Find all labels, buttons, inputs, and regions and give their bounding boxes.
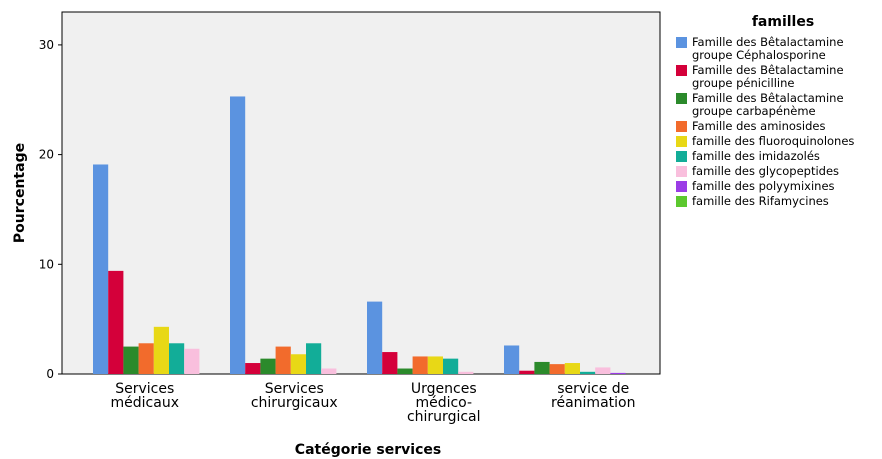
- x-tick-label: service de réanimation: [551, 381, 635, 411]
- x-tick-label-line: médicaux: [111, 395, 179, 411]
- y-tick-label: 20: [39, 148, 54, 162]
- x-tick-label-line: Urgences: [411, 381, 477, 397]
- legend-item: Famille des Bêtalactamine groupe Céphalos…: [676, 36, 880, 62]
- x-tick-label-line: chirurgicaux: [251, 395, 338, 411]
- bar: [367, 301, 383, 374]
- bar: [108, 270, 124, 374]
- bar: [443, 358, 459, 374]
- bar: [610, 372, 626, 374]
- legend-item: famille des glycopeptides: [676, 165, 880, 178]
- legend-label: Famille des aminosides: [692, 119, 826, 133]
- bar: [595, 367, 611, 374]
- y-axis-title: Pourcentage: [12, 143, 28, 243]
- bar: [458, 371, 474, 374]
- x-tick-label-line: Services: [115, 381, 174, 397]
- bar: [138, 343, 154, 374]
- x-tick-label: Services médicaux: [111, 381, 179, 411]
- legend-swatch: [676, 121, 687, 132]
- bar: [321, 368, 337, 374]
- legend: familles Famille des Bêtalactamine groupe…: [676, 14, 880, 210]
- legend-label: famille des imidazolés: [692, 149, 820, 163]
- legend-swatch: [676, 136, 687, 147]
- bar: [290, 354, 306, 374]
- x-tick-label-line: service de: [557, 381, 629, 397]
- x-tick-label-line: médico-: [415, 395, 472, 411]
- y-tick-label: 0: [46, 367, 54, 381]
- x-tick-label-line: chirurgical: [407, 409, 481, 425]
- legend-label: famille des Rifamycines: [692, 194, 829, 208]
- bar: [245, 363, 261, 374]
- legend-swatch: [676, 181, 687, 192]
- x-tick-label: Services chirurgicaux: [251, 381, 338, 411]
- bar: [427, 356, 443, 374]
- bar: [169, 343, 185, 374]
- bar: [397, 368, 413, 374]
- legend-label: Famille des Bêtalactamine groupe Céphalos…: [692, 35, 844, 62]
- bar: [260, 358, 276, 374]
- legend-label: Famille des Bêtalactamine groupe carbapén…: [692, 91, 844, 118]
- x-axis-title: Catégorie services: [295, 442, 441, 458]
- legend-swatch: [676, 196, 687, 207]
- bar: [275, 346, 291, 374]
- legend-label: famille des glycopeptides: [692, 164, 840, 178]
- x-tick-label-line: Services: [265, 381, 324, 397]
- legend-swatch: [676, 151, 687, 162]
- bar: [549, 364, 565, 374]
- bar: [153, 326, 169, 374]
- plot-area: [61, 11, 661, 375]
- legend-label: famille des fluoroquinolones: [692, 134, 855, 148]
- legend-swatch: [676, 37, 687, 48]
- legend-item: famille des imidazolés: [676, 150, 880, 163]
- legend-title: familles: [751, 14, 815, 30]
- bar: [519, 370, 535, 374]
- bar: [123, 346, 139, 374]
- legend-swatch: [676, 93, 687, 104]
- x-tick-label: Urgences médico-chirurgical: [407, 381, 481, 425]
- bar: [580, 371, 596, 374]
- bar: [412, 356, 428, 374]
- legend-item: famille des Rifamycines: [676, 195, 880, 208]
- legend-item: famille des fluoroquinolones: [676, 135, 880, 148]
- y-tick-label: 30: [39, 38, 54, 52]
- bar: [184, 348, 200, 374]
- y-tick-label: 10: [39, 257, 54, 271]
- bar: [564, 363, 580, 374]
- bar: [504, 345, 520, 374]
- bar: [93, 164, 109, 374]
- legend-item: Famille des aminosides: [676, 120, 880, 133]
- bar: [534, 361, 550, 374]
- x-tick-label-line: réanimation: [551, 395, 635, 411]
- legend-item: famille des polyymixines: [676, 180, 880, 193]
- legend-item: Famille des Bêtalactamine groupe pénicill…: [676, 64, 880, 90]
- legend-swatch: [676, 166, 687, 177]
- bar: [382, 352, 398, 374]
- legend-label: Famille des Bêtalactamine groupe pénicill…: [692, 63, 844, 90]
- bar: [306, 343, 322, 374]
- legend-item: Famille des Bêtalactamine groupe carbapén…: [676, 92, 880, 118]
- legend-swatch: [676, 65, 687, 76]
- legend-label: famille des polyymixines: [692, 179, 835, 193]
- bar: [230, 96, 246, 374]
